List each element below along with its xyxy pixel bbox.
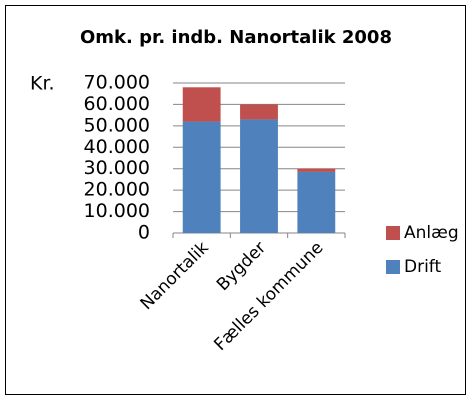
bar-segment [297,171,336,233]
y-tick-label: 70.000 [84,72,150,94]
legend-swatch [386,260,400,274]
bar-segment [182,121,221,233]
legend-swatch [386,226,400,240]
y-axis-label: Kr. [30,73,55,95]
bar-segment [240,119,278,233]
y-tick-label: 20.000 [84,179,150,201]
chart-title: Omk. pr. indb. Nanortalik 2008 [80,27,392,48]
y-tick-label: 10.000 [84,200,150,222]
y-tick-label: 60.000 [84,93,150,115]
bar-segment [240,104,278,120]
y-tick-label: 40.000 [84,136,150,158]
legend-label: Drift [404,257,441,277]
y-tick-label: 0 [138,222,150,244]
y-tick-label: 30.000 [84,157,150,179]
y-tick-label: 50.000 [84,114,150,136]
chart-frame [5,5,466,395]
legend-label: Anlæg [404,223,459,243]
bar-segment [297,168,336,172]
bar-segment [182,87,221,122]
